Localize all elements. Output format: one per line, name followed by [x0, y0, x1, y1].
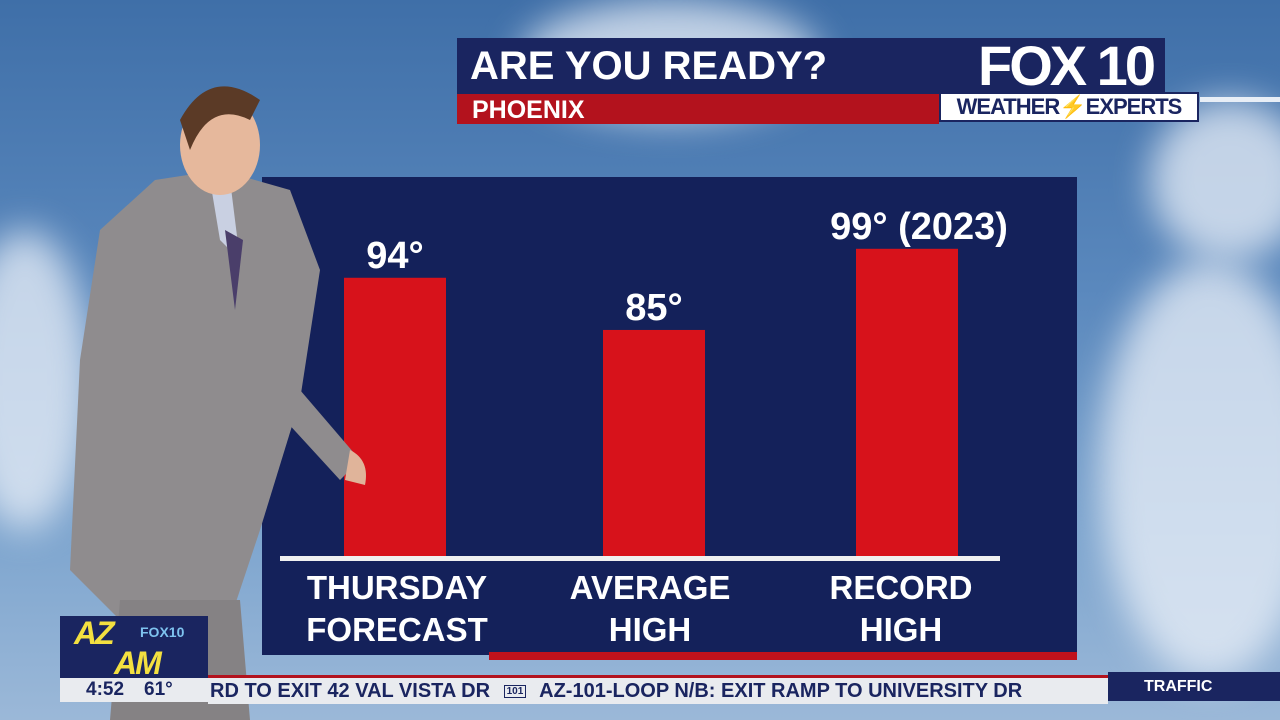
bar-chart: 94° THURSDAY FORECAST 85° AVERAGE HIGH 99° (20… [280, 206, 1008, 648]
data-label: 85° [625, 287, 682, 329]
badge-text: EXPERTS [1085, 94, 1183, 119]
category-label: FORECAST [306, 611, 488, 648]
page-title: ARE YOU READY? [470, 44, 828, 88]
ticker-section: TRAFFIC [1108, 672, 1280, 701]
ticker-text: RD TO EXIT 42 VAL VISTA DR [210, 680, 491, 702]
cloud [1150, 100, 1280, 260]
logo-az: AZ [74, 615, 115, 651]
logo-station: FOX10 [140, 624, 185, 640]
data-label: 99° (2023) [830, 206, 1008, 248]
bar [344, 277, 446, 556]
category-label: HIGH [609, 611, 692, 648]
lightning-icon: ⚡ [1059, 94, 1086, 119]
show-logo [60, 616, 208, 678]
category-label: HIGH [860, 611, 943, 648]
bar [603, 329, 705, 556]
highway-shield-icon: 101 [503, 684, 527, 698]
news-ticker: RD TO EXIT 42 VAL VISTA DR 101 AZ-101-LO… [208, 675, 1108, 704]
show-logo-text: AZ AM [74, 615, 162, 681]
location-bar [457, 94, 939, 124]
baseline [280, 556, 1000, 561]
divider [1200, 97, 1280, 102]
station-logo: FOX 10 [978, 34, 1156, 97]
category-label: RECORD [829, 569, 972, 606]
title-bar [457, 38, 1165, 94]
weather-experts-badge: WEATHER⚡EXPERTS [939, 92, 1199, 122]
data-label: 94° [366, 235, 423, 277]
cloud [1100, 260, 1280, 680]
time-temp: 4:52 61° [60, 678, 208, 702]
logo-am: AM [114, 645, 162, 681]
location-label: PHOENIX [472, 96, 585, 124]
current-temp: 61° [144, 679, 173, 700]
category-label: THURSDAY [307, 569, 487, 606]
bar [856, 248, 958, 556]
category-label: AVERAGE [570, 569, 731, 606]
panel-accent [489, 652, 1077, 660]
clock-time: 4:52 [86, 679, 125, 700]
ticker-text: AZ-101-LOOP N/B: EXIT RAMP TO UNIVERSITY… [539, 680, 1023, 702]
badge-text: WEATHER [956, 94, 1061, 119]
